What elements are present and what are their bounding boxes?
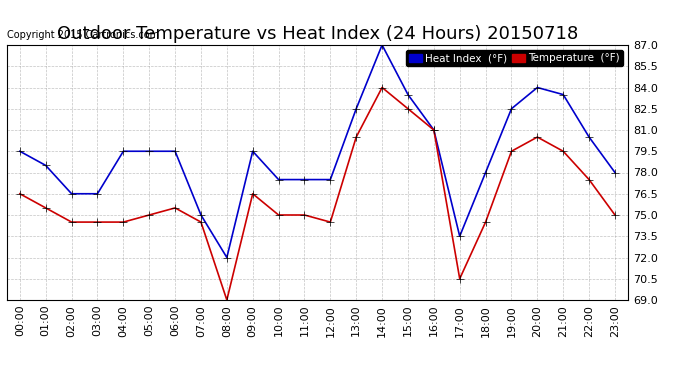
- Legend: Heat Index  (°F), Temperature  (°F): Heat Index (°F), Temperature (°F): [406, 50, 622, 66]
- Text: Copyright 2015 Cartronics.com: Copyright 2015 Cartronics.com: [7, 30, 159, 40]
- Title: Outdoor Temperature vs Heat Index (24 Hours) 20150718: Outdoor Temperature vs Heat Index (24 Ho…: [57, 26, 578, 44]
